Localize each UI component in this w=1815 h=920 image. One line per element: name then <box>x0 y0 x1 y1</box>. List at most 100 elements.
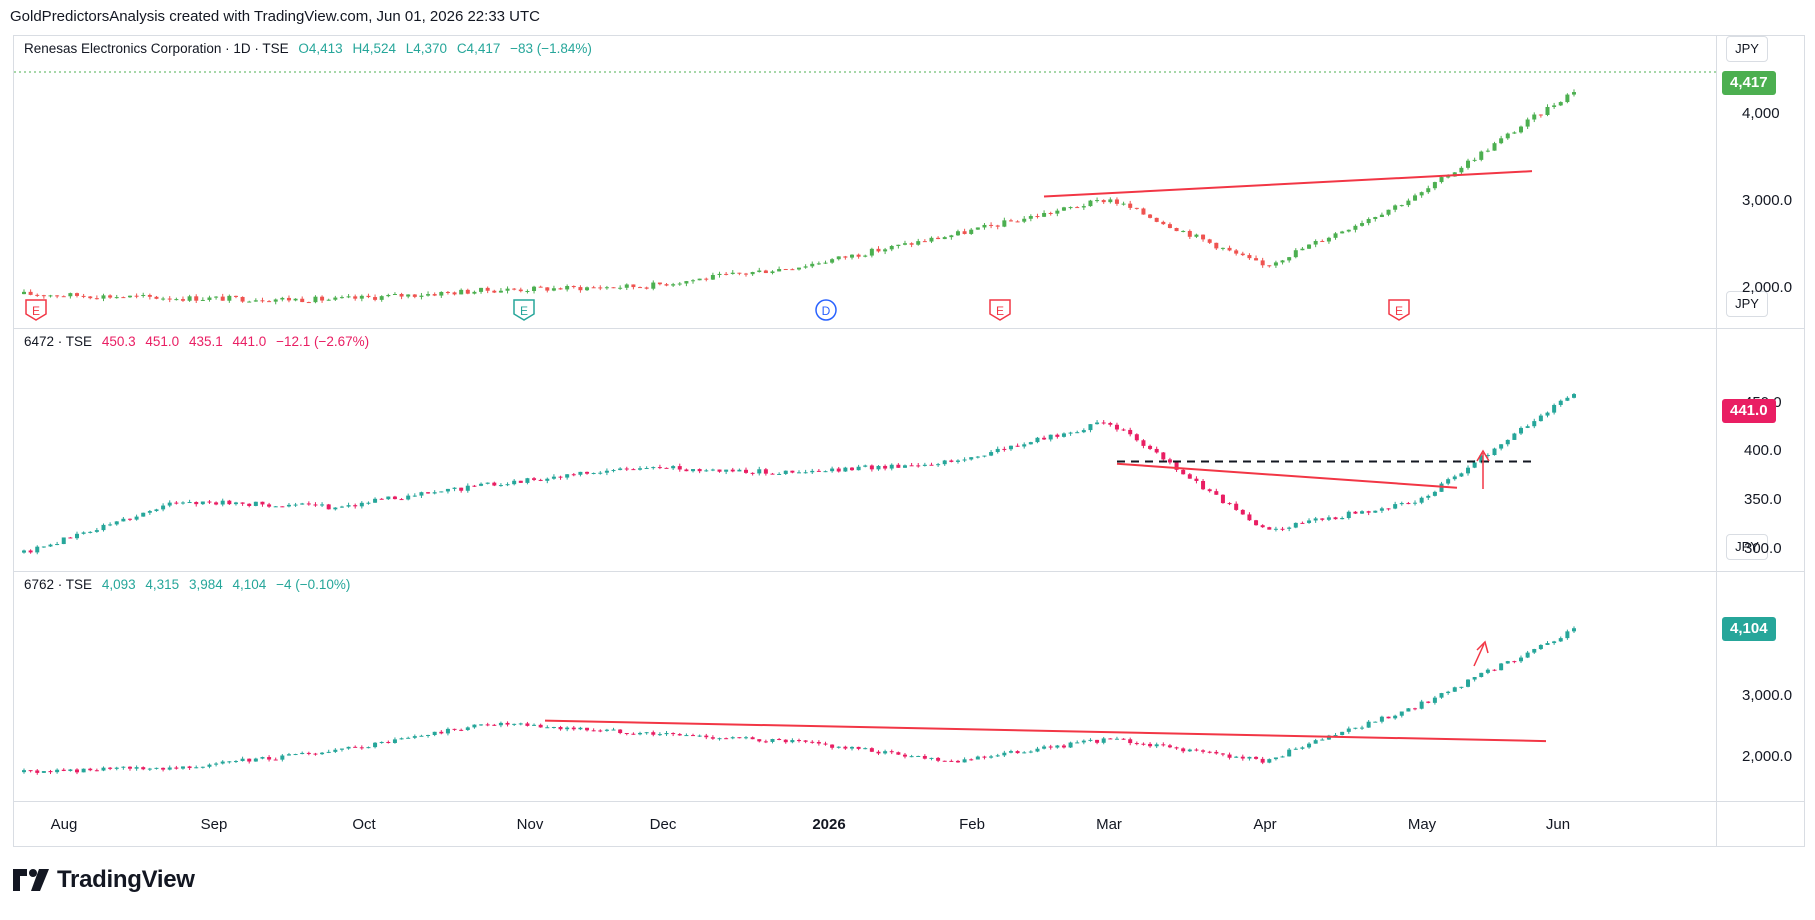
plot-6762[interactable] <box>14 572 1716 801</box>
candle-body <box>127 295 132 298</box>
price-axis[interactable] <box>1716 36 1805 846</box>
candle-body <box>247 301 252 303</box>
time-axis-label: Apr <box>1253 816 1277 833</box>
candle-body <box>1512 433 1517 440</box>
candle-body <box>174 502 179 504</box>
pane-separator[interactable] <box>14 571 1804 572</box>
candle-body <box>717 469 722 472</box>
candle-body <box>1227 754 1232 758</box>
candle-body <box>339 748 344 750</box>
candle-body <box>538 286 543 288</box>
currency-button-renesas[interactable]: JPY <box>1726 36 1768 62</box>
candle-body <box>1399 205 1404 207</box>
candle-body <box>863 255 868 257</box>
candle-body <box>525 290 530 292</box>
candle-body <box>730 272 735 274</box>
candle-body <box>823 743 828 745</box>
pane-6472[interactable]: 6472 · TSE 450.3 451.0 435.1 441.0 −12.1… <box>14 329 1804 571</box>
candle-body <box>1234 503 1239 510</box>
candle-body <box>55 769 60 773</box>
candle-body <box>558 288 563 290</box>
tradingview-logo[interactable]: TradingView <box>13 866 195 894</box>
candle-body <box>618 729 623 734</box>
plot-6472[interactable] <box>14 329 1716 571</box>
candle-body <box>1042 212 1047 217</box>
candle-body <box>1439 177 1444 183</box>
earnings-marker[interactable]: E <box>513 299 535 321</box>
candle-body <box>697 735 702 737</box>
candle-body <box>1525 652 1530 658</box>
candle-body <box>691 280 696 282</box>
candle-body <box>1008 751 1013 753</box>
candle-body <box>114 767 119 769</box>
candle-body <box>1220 247 1225 249</box>
candle-body <box>995 225 1000 227</box>
candle-body <box>611 729 616 731</box>
dividend-marker[interactable]: D <box>815 299 837 321</box>
candle-body <box>902 243 907 245</box>
candle-body <box>551 726 556 728</box>
legend-change: −12.1 (−2.67%) <box>276 334 370 349</box>
candle-body <box>41 546 46 548</box>
earnings-marker[interactable]: E <box>989 299 1011 321</box>
candle-body <box>233 502 238 505</box>
candle-body <box>863 465 868 467</box>
candle-body <box>412 736 417 738</box>
candle-body <box>849 746 854 749</box>
candle-body <box>399 294 404 297</box>
candle-body <box>121 766 126 768</box>
candle-body <box>452 728 457 730</box>
earnings-marker[interactable]: E <box>1388 299 1410 321</box>
candle-body <box>671 284 676 286</box>
candle-body <box>1254 756 1259 759</box>
candle-body <box>207 764 212 767</box>
candle-body <box>710 274 715 280</box>
candle-body <box>1333 517 1338 520</box>
candle-body <box>214 502 219 505</box>
pane-separator[interactable] <box>14 328 1804 329</box>
currency-button-6472[interactable]: JPY <box>1726 291 1768 317</box>
candle-body <box>1413 502 1418 504</box>
earnings-marker[interactable]: E <box>25 299 47 321</box>
candle-body <box>1108 422 1113 425</box>
candle-body <box>227 761 232 763</box>
candle-body <box>631 733 636 735</box>
candle-body <box>22 770 26 773</box>
pane-6762[interactable]: 6762 · TSE 4,093 4,315 3,984 4,104 −4 (−… <box>14 572 1804 801</box>
candle-body <box>1287 257 1292 261</box>
candle-body <box>353 746 358 748</box>
candle-body <box>1393 205 1398 210</box>
pane-renesas[interactable]: Renesas Electronics Corporation · 1D · T… <box>14 36 1804 328</box>
candle-body <box>783 269 788 271</box>
candle-body <box>286 504 291 507</box>
candle-body <box>1565 94 1570 103</box>
candle-body <box>1108 199 1113 203</box>
candle-body <box>492 724 497 726</box>
candle-body <box>1373 217 1378 219</box>
candle-body <box>220 296 225 301</box>
candle-body <box>180 766 185 769</box>
candle-body <box>1167 745 1172 748</box>
candle-body <box>975 756 980 760</box>
candle-body <box>373 742 378 748</box>
candle-body <box>227 295 232 301</box>
candle-body <box>770 473 775 475</box>
tradingview-logo-icon <box>13 869 49 891</box>
candle-body <box>1095 422 1100 425</box>
candle-body <box>770 271 775 274</box>
candle-body <box>439 291 444 296</box>
tradingview-wordmark: TradingView <box>57 866 195 893</box>
candle-body <box>1128 429 1133 435</box>
candle-body <box>1187 474 1192 479</box>
candle-body <box>1167 224 1172 228</box>
candle-body <box>638 732 643 735</box>
candle-body <box>280 297 285 300</box>
candle-body <box>591 472 596 474</box>
candle-body <box>485 287 490 291</box>
candle-body <box>55 295 60 297</box>
candle-body <box>843 467 848 472</box>
currency-button-6762[interactable]: JPY <box>1726 534 1768 560</box>
candle-body <box>406 495 411 500</box>
candle-body <box>710 469 715 471</box>
